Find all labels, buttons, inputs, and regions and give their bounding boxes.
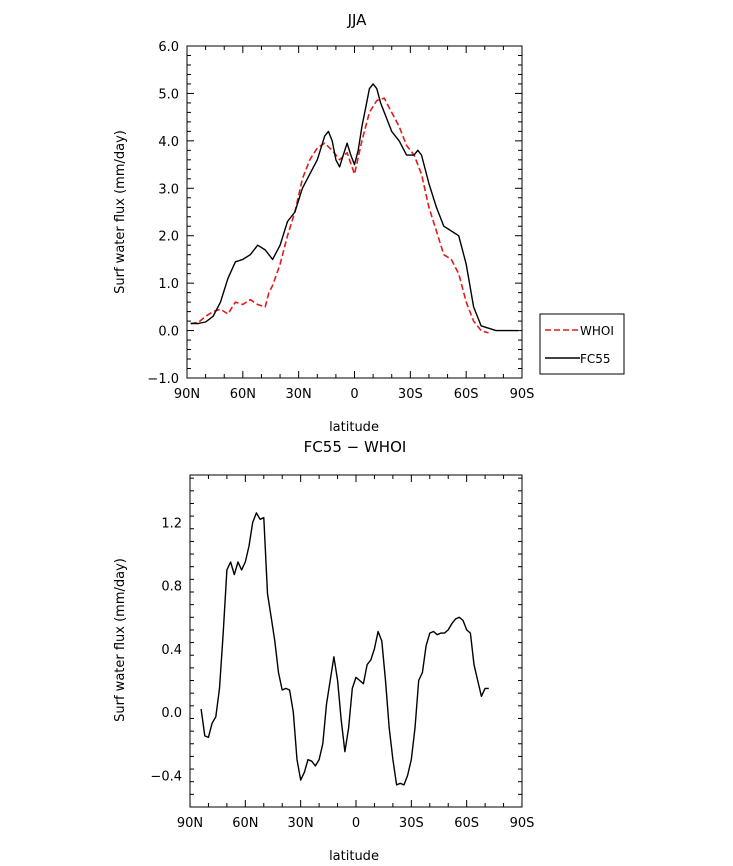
legend: WHOI FC55 (539, 313, 625, 375)
y-tick-label: 0.8 (161, 580, 182, 595)
y-tick-label: 1.0 (158, 277, 179, 292)
x-tick-label: 90N (174, 387, 200, 402)
x-tick-label: 60S (454, 816, 479, 831)
x-tick-label: 30N (288, 816, 314, 831)
bottom-panel: FC55 − WHOI 90N 60N 30N 0 30S 60S 90S −0.4 0.0 0.… (113, 438, 534, 864)
x-tick-label: 60N (230, 387, 256, 402)
top-panel: JJA 90N 60N 30N 0 30S 60S 90S −1.0 0.0 1.0 2.0 3.0 4… (113, 11, 625, 435)
x-tick-label: 90S (510, 816, 535, 831)
legend-box (539, 313, 625, 375)
x-tick-label: 60N (232, 816, 258, 831)
x-tick-label: 30S (398, 387, 423, 402)
x-tick-label: 90S (510, 387, 535, 402)
series-line-fc55 (190, 83, 519, 332)
legend-label-fc55: FC55 (580, 352, 611, 366)
x-tick-label: 0 (350, 387, 358, 402)
chart-title: JJA (347, 11, 368, 29)
x-tick-label: 30N (286, 387, 312, 402)
x-tick-label: 30S (399, 816, 424, 831)
y-tick-label: 5.0 (158, 87, 179, 102)
y-tick-label: 0.0 (161, 706, 182, 721)
x-axis-label: latitude (329, 420, 379, 435)
y-tick-label: 2.0 (158, 230, 179, 245)
y-tick-label: 0.0 (158, 325, 179, 340)
x-axis-label: latitude (329, 849, 379, 864)
series-line-whoi (190, 97, 489, 334)
x-tick-label: 0 (352, 816, 360, 831)
y-tick-label: 0.4 (161, 643, 182, 658)
plot-frame (189, 474, 523, 808)
y-tick-label: 1.2 (161, 516, 182, 531)
y-tick-label: −0.4 (150, 769, 182, 784)
y-tick-label: 3.0 (158, 182, 179, 197)
chart-title: FC55 − WHOI (304, 438, 407, 456)
y-axis-label: Surf water flux (mm/day) (113, 130, 128, 294)
y-tick-label: 6.0 (158, 40, 179, 55)
y-tick-label: −1.0 (147, 372, 179, 387)
plot-frame (186, 45, 523, 379)
y-tick-label: 4.0 (158, 135, 179, 150)
legend-label-whoi: WHOI (580, 324, 614, 338)
x-tick-label: 60S (454, 387, 479, 402)
series-line-difference (200, 512, 489, 786)
x-tick-label: 90N (177, 816, 203, 831)
y-axis-label: Surf water flux (mm/day) (113, 558, 128, 722)
